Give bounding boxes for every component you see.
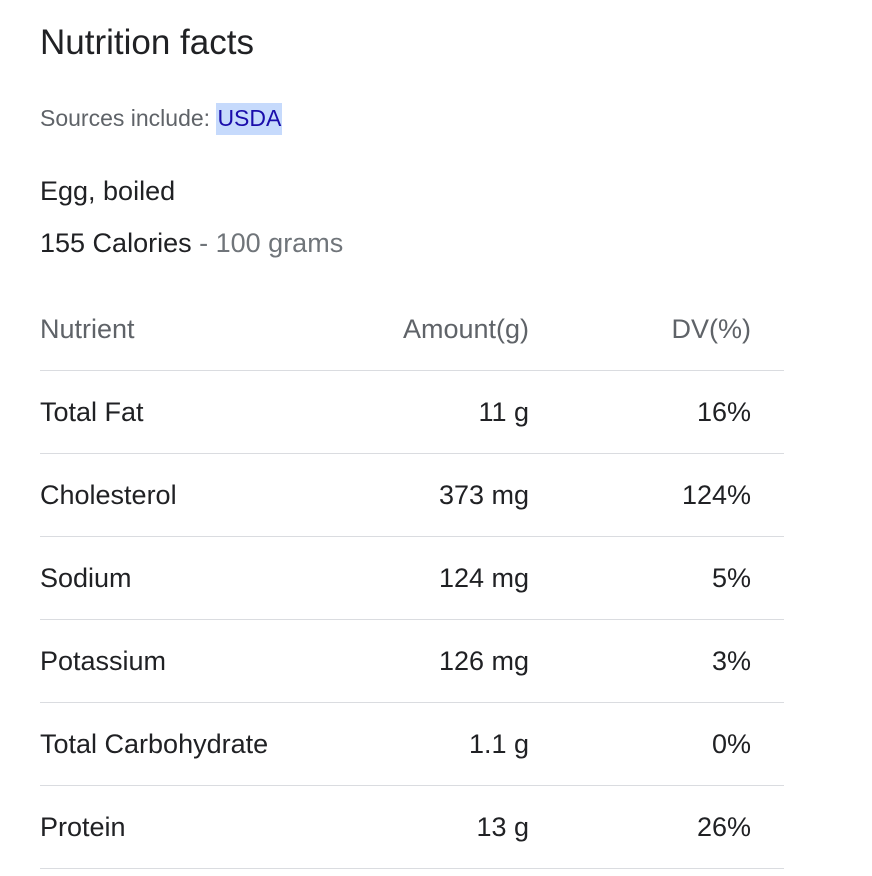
nutrient-dv: 3% xyxy=(529,619,751,703)
nutrient-amount: 373 mg xyxy=(340,453,529,537)
table-row: Cholesterol 373 mg 124% xyxy=(40,453,784,537)
nutrient-amount: 124 mg xyxy=(340,536,529,620)
table-row: Total Carbohydrate 1.1 g 0% xyxy=(40,702,784,786)
row-spacer xyxy=(751,453,784,537)
table-row: Protein 13 g 26% xyxy=(40,785,784,869)
nutrient-amount: 11 g xyxy=(340,370,529,454)
nutrient-name: Cholesterol xyxy=(40,453,340,537)
nutrient-dv: 124% xyxy=(529,453,751,537)
usda-source-link[interactable]: USDA xyxy=(216,103,283,135)
calories-separator: - xyxy=(199,228,209,258)
nutrient-dv: 16% xyxy=(529,370,751,454)
nutrient-dv: 26% xyxy=(529,785,751,869)
nutrient-name: Sodium xyxy=(40,536,340,620)
header-dv: DV(%) xyxy=(529,288,751,371)
nutrient-name: Potassium xyxy=(40,619,340,703)
row-spacer xyxy=(751,619,784,703)
food-name: Egg, boiled xyxy=(40,176,176,206)
nutrient-dv: 5% xyxy=(529,536,751,620)
table-row: Potassium 126 mg 3% xyxy=(40,619,784,703)
panel-title: Nutrition facts xyxy=(40,23,254,62)
calories-line: 155 Calories - 100 grams xyxy=(40,227,343,259)
nutrient-dv: 0% xyxy=(529,702,751,786)
nutrient-amount: 126 mg xyxy=(340,619,529,703)
serving-size: 100 grams xyxy=(215,228,344,258)
nutrient-name: Total Carbohydrate xyxy=(40,702,340,786)
table-header-row: Nutrient Amount(g) DV(%) xyxy=(40,288,784,371)
nutrient-name: Total Fat xyxy=(40,370,340,454)
header-nutrient: Nutrient xyxy=(40,288,340,371)
table-row: Sodium 124 mg 5% xyxy=(40,536,784,620)
row-spacer xyxy=(751,785,784,869)
sources-prefix: Sources include: xyxy=(40,105,211,131)
row-spacer xyxy=(751,702,784,786)
nutrition-table: Nutrient Amount(g) DV(%) Total Fat 11 g … xyxy=(40,288,784,869)
table-row: Total Fat 11 g 16% xyxy=(40,370,784,454)
header-spacer xyxy=(751,288,784,371)
nutrient-amount: 13 g xyxy=(340,785,529,869)
calories-value: 155 Calories xyxy=(40,228,192,258)
nutrient-name: Protein xyxy=(40,785,340,869)
row-spacer xyxy=(751,370,784,454)
sources-line: Sources include: USDA xyxy=(40,103,283,135)
header-amount: Amount(g) xyxy=(340,288,529,371)
nutrient-amount: 1.1 g xyxy=(340,702,529,786)
row-spacer xyxy=(751,536,784,620)
